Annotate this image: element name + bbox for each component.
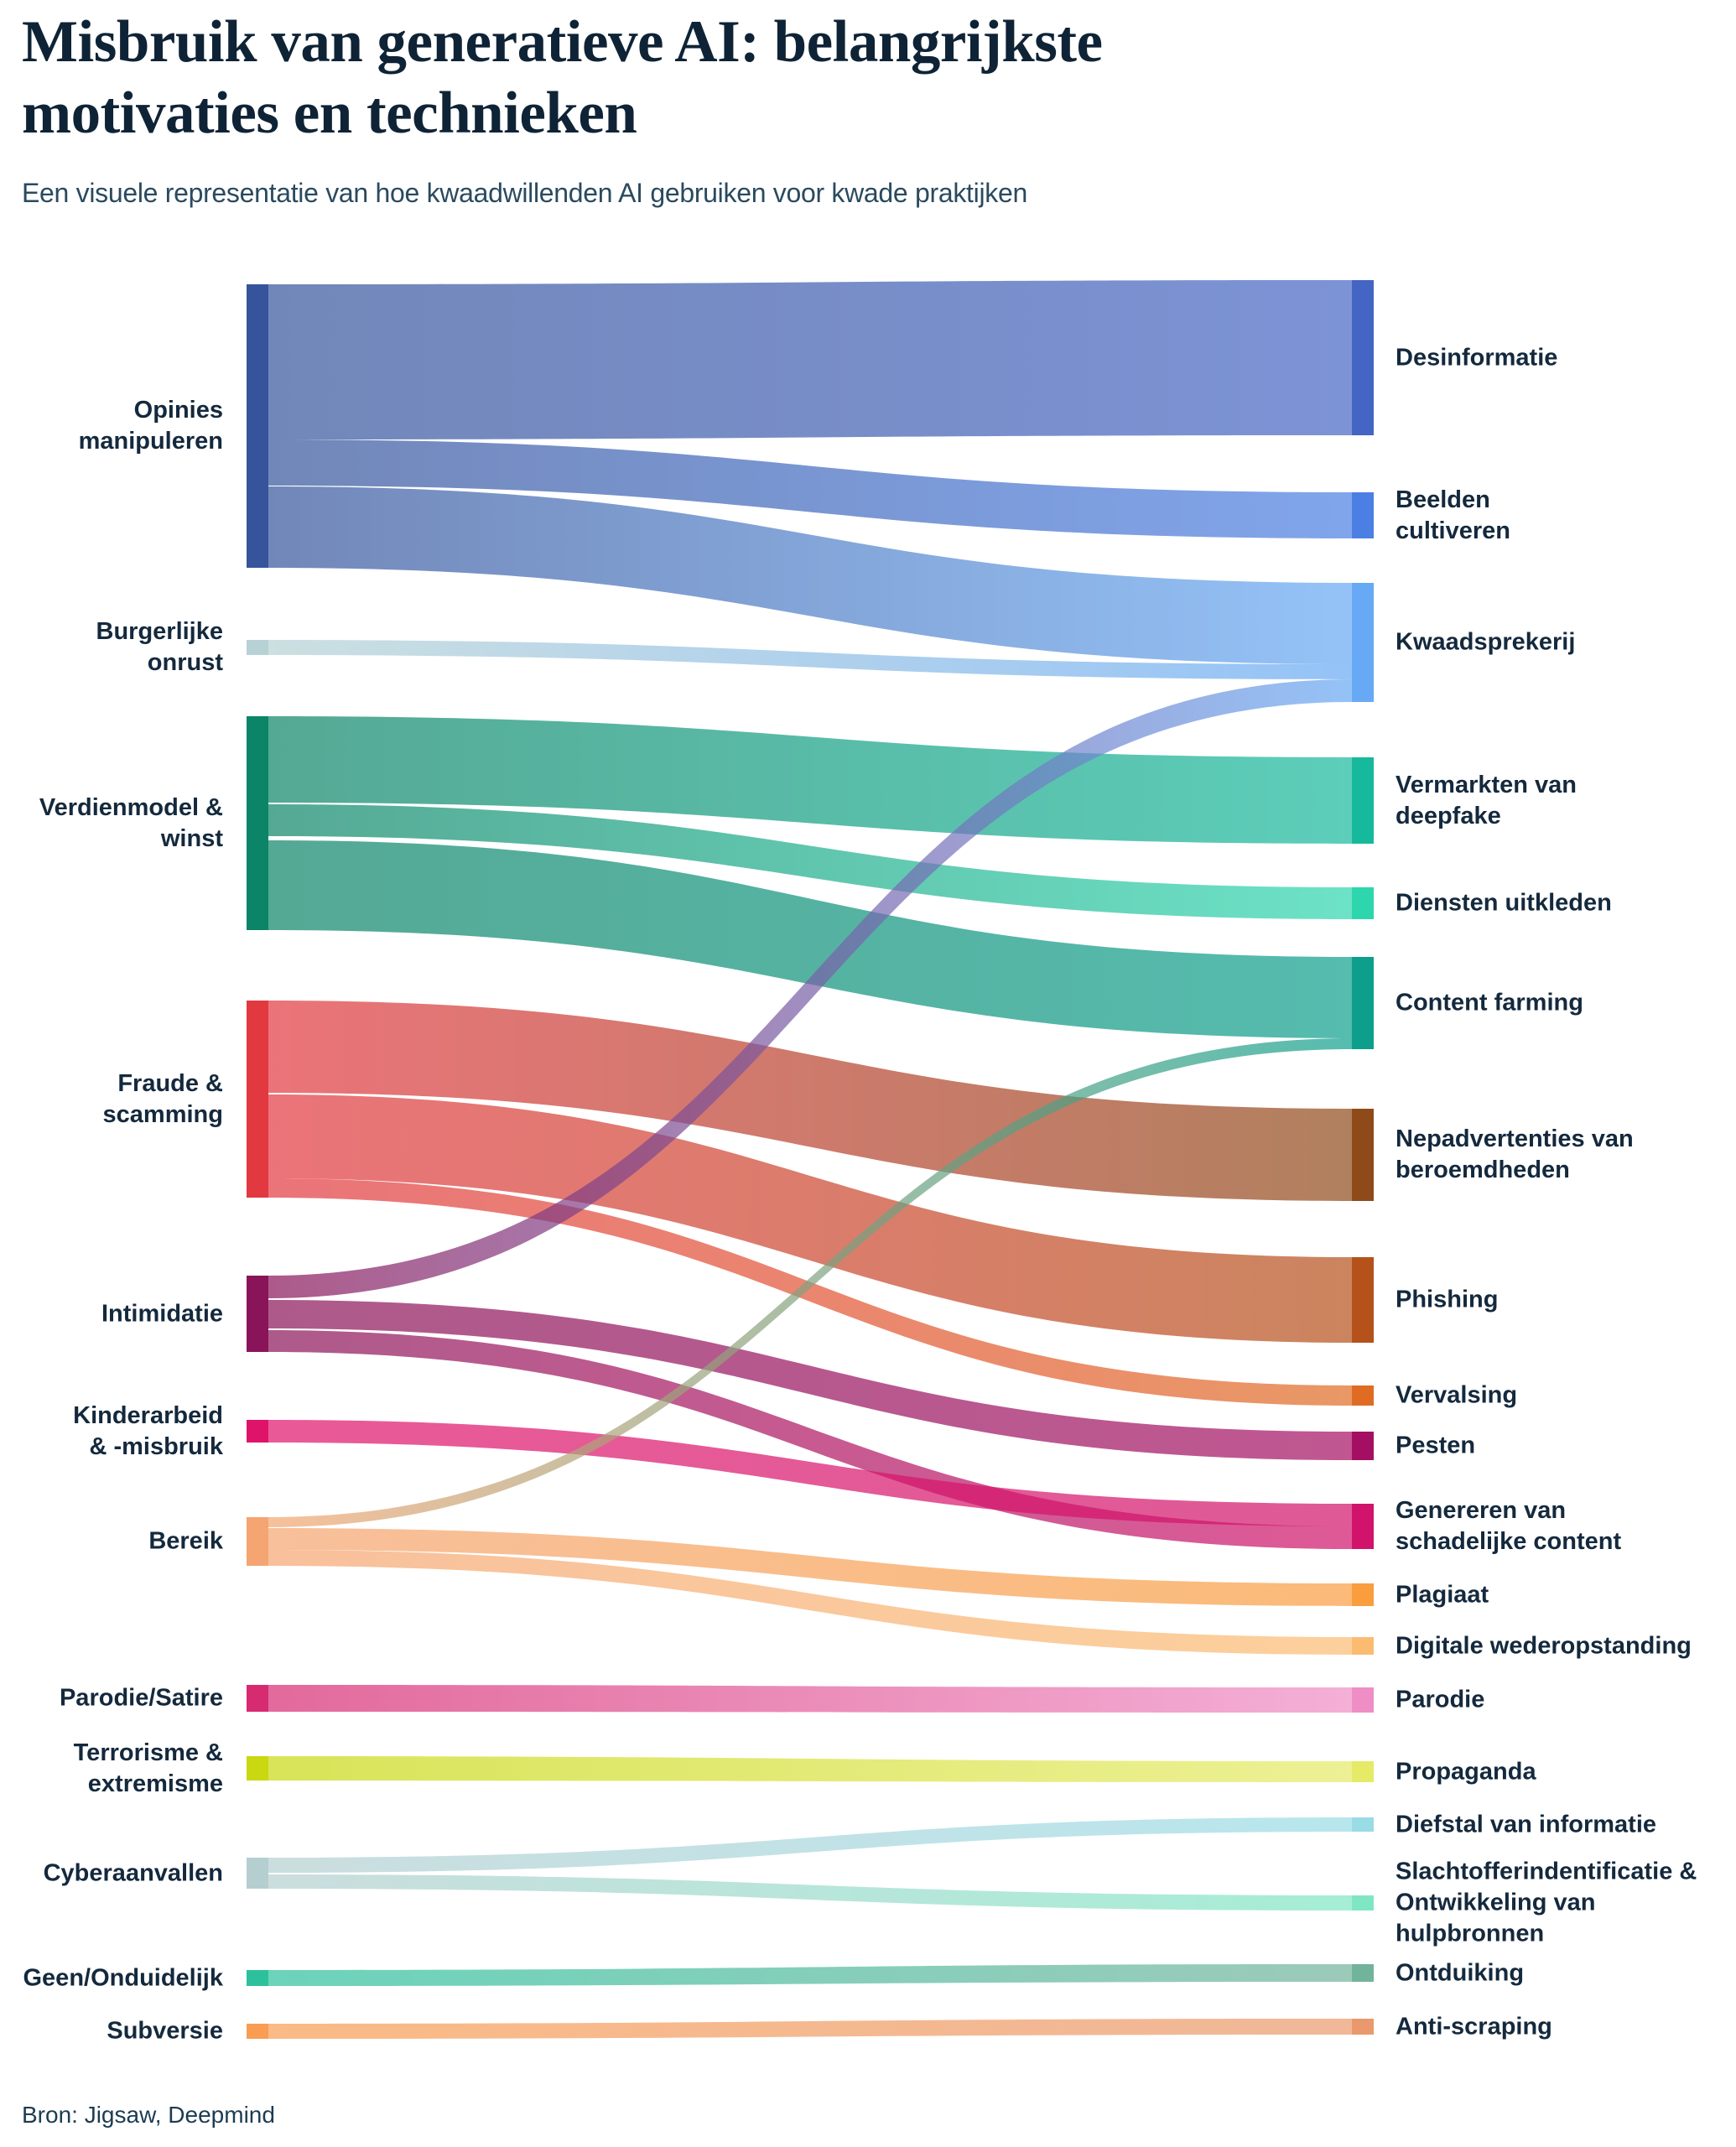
sankey-link-opinies-manipuleren--kwaadsprekerij (268, 486, 1352, 664)
sankey-link-cyberaanvallen--diefstal-van-informatie (268, 1817, 1352, 1873)
sankey-node-geen-onduidelijk (247, 1970, 268, 1986)
sankey-node-genereren-van-schadelijke-content (1352, 1504, 1374, 1549)
sankey-node-parodie (1352, 1687, 1374, 1713)
sankey-link-opinies-manipuleren--desinformatie (268, 280, 1352, 439)
sankey-node-anti-scraping (1352, 2019, 1374, 2035)
node-label-parodie: Parodie (1396, 1686, 1485, 1713)
node-label-nepadvertenties-van-beroemdheden: Nepadvertenties van beroemdheden (1396, 1125, 1634, 1183)
sankey-node-intimidatie (247, 1276, 268, 1352)
node-label-beelden-cultiveren: Beelden cultiveren (1396, 486, 1510, 544)
node-label-desinformatie: Desinformatie (1396, 344, 1558, 371)
sankey-node-diefstal-van-informatie (1352, 1817, 1374, 1832)
sankey-node-opinies-manipuleren (247, 284, 268, 568)
sankey-link-bereik--plagiaat (268, 1528, 1352, 1606)
sankey-link-fraude-scamming--phishing (268, 1094, 1352, 1343)
node-label-geen-onduidelijk: Geen/Onduidelijk (23, 1964, 224, 1991)
node-label-anti-scraping: Anti-scraping (1396, 2013, 1552, 2040)
sankey-link-parodie-satire--parodie (268, 1685, 1352, 1713)
sankey-node-phishing (1352, 1257, 1374, 1343)
sankey-nodes (247, 280, 1374, 2039)
sankey-node-digitale-wederopstanding (1352, 1637, 1374, 1655)
node-label-verdienmodel-winst: Verdienmodel & winst (39, 793, 223, 852)
node-label-cyberaanvallen: Cyberaanvallen (43, 1859, 223, 1886)
node-label-parodie-satire: Parodie/Satire (59, 1684, 223, 1712)
sankey-link-intimidatie--pesten (268, 1300, 1352, 1460)
node-label-diensten-uitkleden: Diensten uitkleden (1396, 889, 1612, 917)
sankey-node-cyberaanvallen (247, 1858, 268, 1889)
sankey-node-fraude-scamming (247, 1001, 268, 1198)
sankey-link-opinies-manipuleren--beelden-cultiveren (268, 439, 1352, 538)
sankey-node-ontduiking (1352, 1964, 1374, 1982)
node-label-vermarkten-van-deepfake: Vermarkten van deepfake (1396, 771, 1577, 829)
sankey-link-intimidatie--kwaadsprekerij (268, 679, 1352, 1298)
node-label-burgerlijke-onrust: Burgerlijke onrust (96, 618, 224, 676)
sankey-link-bereik--digitale-wederopstanding (268, 1550, 1352, 1655)
node-label-plagiaat: Plagiaat (1396, 1581, 1489, 1608)
sankey-node-nepadvertenties-van-beroemdheden (1352, 1109, 1374, 1201)
sankey-link-cyberaanvallen--slachtofferindentificatie (268, 1874, 1352, 1910)
sankey-link-verdienmodel-winst--vermarkten-van-deepfake (268, 716, 1352, 844)
sankey-node-parodie-satire (247, 1685, 268, 1712)
sankey-node-subversie (247, 2024, 268, 2039)
node-label-kinderarbeid-misbruik: Kinderarbeid & -misbruik (73, 1401, 223, 1460)
sankey-node-vervalsing (1352, 1385, 1374, 1406)
node-label-bereik: Bereik (148, 1527, 223, 1555)
node-label-ontduiking: Ontduiking (1396, 1959, 1525, 1986)
node-label-intimidatie: Intimidatie (101, 1300, 223, 1327)
sankey-node-kinderarbeid-misbruik (247, 1420, 268, 1443)
source-credit: Bron: Jigsaw, Deepmind (22, 2102, 275, 2128)
sankey-link-verdienmodel-winst--content-farming (268, 840, 1352, 1038)
sankey-node-diensten-uitkleden (1352, 887, 1374, 919)
sankey-node-bereik (247, 1517, 268, 1566)
node-label-opinies-manipuleren: Opinies manipuleren (78, 397, 223, 455)
sankey-node-vermarkten-van-deepfake (1352, 757, 1374, 844)
sankey-node-beelden-cultiveren (1352, 492, 1374, 538)
sankey-node-slachtofferindentificatie (1352, 1895, 1374, 1910)
sankey-node-propaganda (1352, 1761, 1374, 1782)
node-label-slachtofferindentificatie: Slachtofferindentificatie & Ontwikkeling… (1396, 1858, 1697, 1947)
node-label-propaganda: Propaganda (1396, 1758, 1536, 1785)
sankey-node-kwaadsprekerij (1352, 583, 1374, 702)
sankey-node-plagiaat (1352, 1583, 1374, 1606)
node-label-terrorisme-extremisme: Terrorisme & extremisme (73, 1739, 223, 1797)
node-label-phishing: Phishing (1396, 1286, 1499, 1313)
page-title: Misbruik van generatieve AI: belangrijks… (22, 9, 1103, 147)
page-subtitle: Een visuele representatie van hoe kwaadw… (22, 178, 1027, 208)
sankey-link-kinderarbeid-misbruik--genereren-van-schadelijke-content (268, 1420, 1352, 1526)
sankey-link-intimidatie--genereren-van-schadelijke-content (268, 1330, 1352, 1549)
sankey-node-pesten (1352, 1432, 1374, 1460)
node-label-kwaadsprekerij: Kwaadsprekerij (1396, 628, 1576, 656)
node-label-subversie: Subversie (107, 2017, 223, 2045)
sankey-link-geen-onduidelijk--ontduiking (268, 1964, 1352, 1986)
node-label-pesten: Pesten (1396, 1432, 1476, 1459)
sankey-link-verdienmodel-winst--diensten-uitkleden (268, 804, 1352, 919)
sankey-link-fraude-scamming--vervalsing (268, 1178, 1352, 1406)
sankey-link-terrorisme-extremisme--propaganda (268, 1756, 1352, 1782)
sankey-node-terrorisme-extremisme (247, 1756, 268, 1781)
sankey-link-subversie--anti-scraping (268, 2019, 1352, 2039)
node-label-content-farming: Content farming (1396, 989, 1583, 1016)
sankey-link-fraude-scamming--nepadvertenties-van-beroemdheden (268, 1001, 1352, 1201)
sankey-node-verdienmodel-winst (247, 716, 268, 930)
node-label-digitale-wederopstanding: Digitale wederopstanding (1396, 1632, 1692, 1659)
node-label-diefstal-van-informatie: Diefstal van informatie (1396, 1811, 1657, 1838)
sankey-link-burgerlijke-onrust--kwaadsprekerij (268, 640, 1352, 679)
sankey-node-content-farming (1352, 957, 1374, 1049)
node-label-vervalsing: Vervalsing (1396, 1381, 1518, 1409)
sankey-node-burgerlijke-onrust (247, 640, 268, 655)
sankey-links (268, 280, 1352, 2039)
sankey-link-bereik--content-farming (268, 1038, 1352, 1527)
sankey-node-desinformatie (1352, 280, 1374, 435)
node-label-fraude-scamming: Fraude & scamming (102, 1069, 223, 1128)
node-label-genereren-van-schadelijke-content: Genereren van schadelijke content (1396, 1497, 1622, 1555)
